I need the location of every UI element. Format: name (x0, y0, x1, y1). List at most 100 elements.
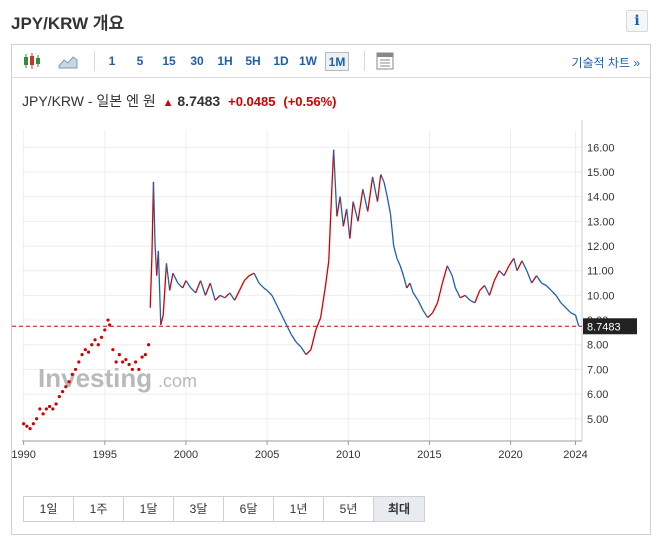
price-segment (209, 282, 216, 301)
price-segment (436, 282, 444, 303)
price-point (121, 360, 125, 364)
price-segment (367, 176, 374, 212)
x-tick-label: 2024 (563, 449, 587, 461)
interval-1d-button[interactable]: 1D (273, 54, 289, 68)
price-segment (152, 181, 156, 247)
price-segment (565, 307, 572, 314)
price-segment (271, 295, 278, 306)
price-segment (570, 312, 576, 316)
price-segment (169, 273, 174, 291)
price-segment (402, 275, 408, 289)
price-segment (383, 181, 388, 197)
chart-panel: 1 5 15 30 1H 5H 1D 1W 1M 기술적 차트 » JPY/KRW - 일본 엔… (11, 44, 651, 535)
price-segment (399, 265, 405, 276)
price-segment (516, 260, 523, 271)
candlestick-icon[interactable] (21, 50, 43, 72)
interval-1m-button[interactable]: 1M (325, 52, 349, 71)
price-point (90, 343, 94, 347)
price-segment (345, 208, 351, 239)
table-view-icon[interactable] (374, 50, 396, 72)
price-segment (560, 302, 567, 309)
price-segment (396, 258, 401, 267)
price-point (86, 350, 91, 354)
interval-15-button[interactable]: 15 (162, 54, 176, 68)
price-point (117, 353, 121, 357)
range-selector: 1일 1주 1달 3달 6달 1년 5년 최대 (23, 496, 425, 522)
last-price-badge (583, 318, 637, 335)
price-segment (380, 174, 385, 183)
price-point (111, 348, 115, 352)
price-segment (459, 294, 466, 299)
chart-toolbar: 1 5 15 30 1H 5H 1D 1W 1M 기술적 차트 » (12, 45, 650, 78)
y-tick-label: 7.00 (587, 364, 608, 376)
range-button-0[interactable]: 1일 (24, 497, 74, 521)
price-segment (371, 176, 379, 202)
price-point (140, 355, 144, 359)
price-point (143, 353, 147, 357)
price-segment (464, 294, 471, 301)
interval-5-button[interactable]: 5 (136, 54, 144, 68)
price-segment (281, 314, 288, 326)
price-point (54, 402, 58, 406)
price-segment (362, 189, 369, 212)
info-icon[interactable]: i (626, 10, 648, 32)
x-tick-label: 2020 (498, 449, 522, 461)
price-segment (427, 312, 434, 319)
interval-30-button[interactable]: 30 (190, 54, 204, 68)
price-segment (285, 324, 293, 336)
price-segment (204, 282, 211, 296)
price-segment (162, 263, 168, 316)
price-segment (310, 329, 317, 350)
price-segment (295, 341, 302, 348)
area-chart-icon[interactable] (57, 50, 79, 72)
interval-1h-button[interactable]: 1H (217, 54, 233, 68)
price-segment (555, 295, 562, 304)
range-button-7[interactable]: 최대 (374, 497, 424, 521)
range-button-3[interactable]: 3달 (174, 497, 224, 521)
price-segment (157, 250, 162, 326)
price-segment (214, 294, 221, 301)
price-chart[interactable]: 5.006.007.008.009.0010.0011.0012.0013.00… (12, 45, 650, 485)
price-point (99, 335, 104, 339)
range-button-6[interactable]: 5년 (324, 497, 374, 521)
up-arrow-icon: ▲ (162, 97, 174, 109)
price-point (130, 367, 134, 372)
price-segment (149, 258, 153, 308)
y-tick-label: 15.00 (587, 167, 615, 179)
price-segment (432, 302, 439, 313)
price-point (127, 362, 131, 367)
price-segment (393, 245, 398, 259)
price-segment (324, 260, 330, 286)
price-point (96, 343, 100, 347)
price-segment (454, 287, 461, 299)
last-price: 8.7483 (177, 93, 221, 109)
price-point (83, 348, 87, 352)
watermark-brand: Investing (38, 363, 152, 393)
price-segment (536, 275, 542, 284)
price-segment (479, 285, 486, 291)
range-button-5[interactable]: 1년 (274, 497, 324, 521)
y-tick-label: 13.00 (587, 216, 615, 228)
y-tick-label: 5.00 (587, 414, 608, 426)
price-point (28, 427, 32, 431)
range-button-2[interactable]: 1달 (124, 497, 174, 521)
price-point (147, 343, 151, 347)
price-point (25, 424, 29, 428)
technical-chart-link[interactable]: 기술적 차트 » (571, 56, 640, 70)
interval-1w-button[interactable]: 1W (299, 54, 317, 68)
price-segment (238, 280, 245, 291)
price-segment (172, 272, 179, 284)
price-segment (417, 300, 424, 311)
price-segment (488, 280, 495, 296)
interval-1-button[interactable]: 1 (108, 54, 116, 68)
y-tick-label: 12.00 (587, 241, 615, 253)
price-point (22, 422, 26, 426)
y-tick-label: 14.00 (587, 192, 615, 204)
price-point (60, 390, 65, 394)
range-button-1[interactable]: 1주 (74, 497, 124, 521)
price-point (134, 360, 138, 364)
interval-5h-button[interactable]: 5H (245, 54, 261, 68)
price-segment (412, 292, 419, 301)
price-segment (474, 290, 481, 304)
range-button-4[interactable]: 6달 (224, 497, 274, 521)
